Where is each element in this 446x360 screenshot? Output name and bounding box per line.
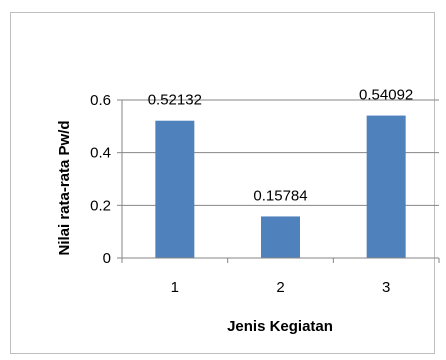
x-tick-label: 3 <box>382 279 390 296</box>
data-label: 0.52132 <box>148 92 202 109</box>
x-tick-labels: 1 2 3 <box>171 279 391 296</box>
bars <box>155 115 406 259</box>
y-tick-label: 0.6 <box>90 92 111 109</box>
chart-frame <box>10 12 435 354</box>
data-labels: 0.52132 0.15784 0.54092 <box>148 87 414 205</box>
bar-2 <box>261 216 300 258</box>
y-tick-label: 0 <box>103 250 111 267</box>
bar-3 <box>366 115 406 258</box>
data-label: 0.15784 <box>253 187 307 204</box>
bar-1 <box>155 120 195 259</box>
x-tick-label: 2 <box>276 279 284 296</box>
y-tick-label: 0.2 <box>90 197 111 214</box>
x-tick-label: 1 <box>171 279 179 296</box>
y-axis-title: Nilai rata-rata Pw/d <box>56 120 73 255</box>
axes <box>117 99 440 263</box>
x-axis-title: Jenis Kegiatan <box>227 318 333 335</box>
y-tick-labels: 0 0.2 0.4 0.6 <box>90 92 111 267</box>
data-label: 0.54092 <box>359 87 413 104</box>
y-tick-label: 0.4 <box>90 145 111 162</box>
